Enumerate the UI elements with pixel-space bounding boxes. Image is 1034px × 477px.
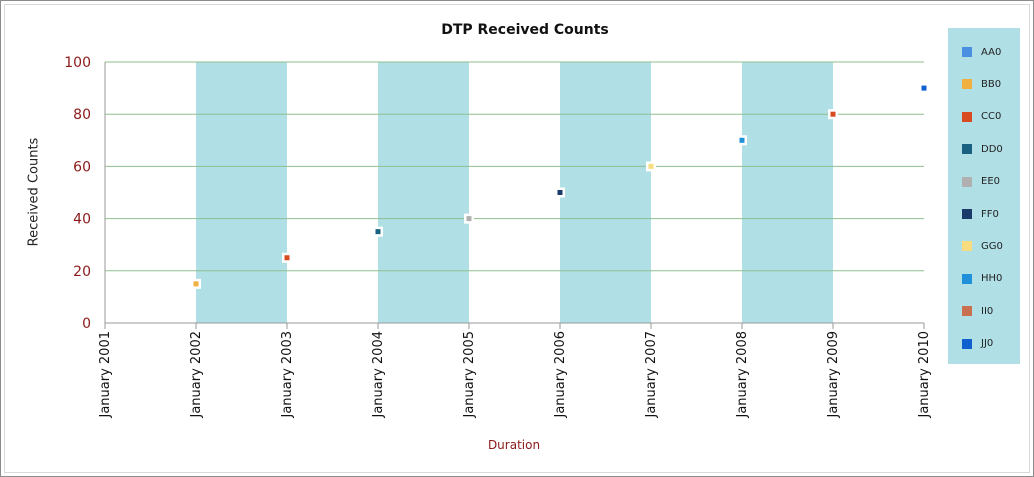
legend-label: JJ0: [981, 338, 994, 350]
y-tick-label: 0: [82, 316, 91, 332]
data-point-ee0: [466, 216, 472, 222]
legend-swatch: [962, 111, 972, 122]
legend-item-jj0: JJ0: [962, 338, 993, 350]
data-point-dd0: [375, 229, 381, 235]
legend-label: EE0: [981, 176, 1000, 188]
legend-swatch: [962, 79, 972, 90]
chart-title: DTP Received Counts: [441, 22, 609, 38]
x-tick-label: January 2005: [462, 331, 477, 419]
legend-swatch: [962, 144, 972, 155]
legend-swatch: [962, 273, 972, 284]
band: [196, 62, 287, 323]
legend-swatch: [962, 47, 972, 57]
x-tick-label: January 2006: [553, 331, 568, 419]
legend-item-bb0: BB0: [962, 78, 1001, 90]
y-tick-label: 80: [73, 107, 91, 123]
legend-item-aa0: AA0: [962, 46, 1001, 58]
legend-label: HH0: [981, 273, 1003, 285]
legend-label: II0: [981, 305, 994, 317]
legend-label: GG0: [981, 240, 1003, 252]
legend-label: DD0: [981, 143, 1003, 155]
data-point-jj0: [921, 85, 927, 91]
legend-item-gg0: GG0: [962, 240, 1003, 252]
data-point-hh0: [739, 137, 745, 143]
legend-item-hh0: HH0: [962, 273, 1002, 285]
data-point-gg0: [648, 163, 654, 169]
x-tick-label: January 2002: [189, 331, 204, 419]
legend-label: FF0: [981, 208, 999, 220]
data-point-ff0: [557, 190, 563, 195]
y-tick-label: 40: [73, 212, 91, 228]
x-tick-label: January 2010: [917, 331, 932, 419]
data-point-cc0: [284, 255, 290, 261]
legend-item-dd0: DD0: [962, 143, 1003, 155]
y-tick-label: 20: [73, 264, 91, 280]
x-tick-label: January 2007: [644, 331, 659, 419]
band: [560, 62, 651, 323]
x-tick-label: January 2001: [98, 331, 113, 419]
legend-item-cc0: CC0: [962, 111, 1001, 123]
band: [742, 62, 833, 323]
legend-label: CC0: [981, 111, 1002, 123]
legend-swatch: [962, 176, 972, 187]
legend-swatch: [962, 209, 972, 219]
data-point-cc0: [830, 111, 836, 117]
legend-item-ii0: II0: [962, 305, 993, 317]
legend-label: AA0: [981, 46, 1002, 58]
legend-label: BB0: [981, 78, 1002, 90]
legend-item-ff0: FF0: [962, 208, 999, 220]
y-tick-label: 60: [73, 159, 91, 175]
legend-item-ee0: EE0: [962, 176, 1000, 188]
y-tick-label: 100: [64, 55, 91, 71]
legend-swatch: [962, 241, 972, 252]
chart-inner-border: [4, 4, 1030, 473]
x-tick-label: January 2004: [371, 331, 386, 419]
band: [378, 62, 469, 323]
data-point-bb0: [193, 281, 199, 287]
x-axis-label: Duration: [487, 438, 541, 452]
x-tick-label: January 2003: [280, 331, 295, 419]
x-tick-label: January 2009: [826, 331, 841, 419]
legend-swatch: [962, 338, 972, 349]
legend: AA0 BB0 CC0 DD0 EE0 FF0 GG0 HH0 II0 JJ0: [948, 28, 1020, 364]
legend-swatch: [962, 306, 972, 317]
x-tick-label: January 2008: [735, 331, 750, 419]
